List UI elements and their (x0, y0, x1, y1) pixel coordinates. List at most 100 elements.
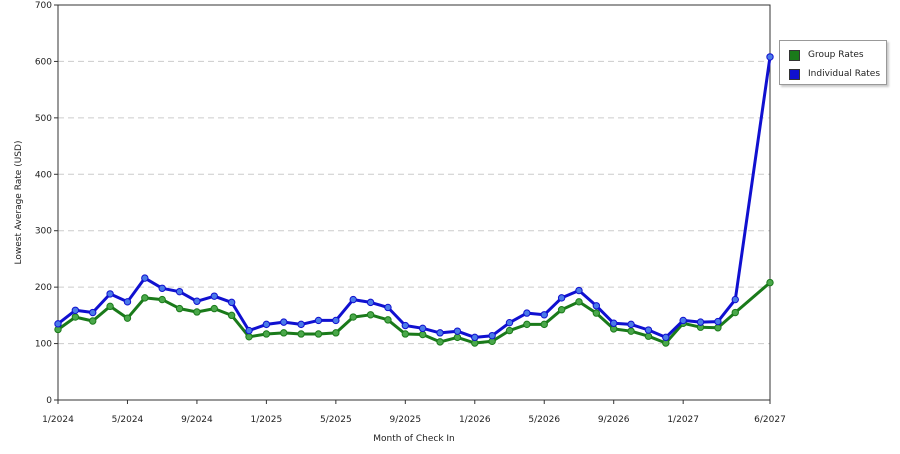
data-point-individual-rates (123, 298, 132, 306)
x-tick-label: 1/2024 (42, 415, 74, 425)
data-point-group-rates (592, 309, 601, 317)
data-point-group-rates (401, 330, 410, 338)
data-point-individual-rates (210, 292, 218, 300)
data-point-group-rates (505, 326, 514, 335)
plot-frame (57, 4, 771, 401)
data-point-individual-rates (523, 309, 531, 317)
data-point-individual-rates (314, 316, 323, 325)
data-point-group-rates (575, 298, 583, 306)
data-point-group-rates (280, 329, 288, 337)
data-point-group-rates (123, 314, 132, 322)
data-point-individual-rates (662, 333, 670, 342)
y-tick-label: 400 (35, 170, 52, 180)
y-tick-label: 100 (35, 340, 52, 350)
data-point-individual-rates (627, 320, 635, 329)
y-tick-label: 600 (35, 57, 52, 67)
data-point-individual-rates (766, 53, 774, 61)
data-point-individual-rates (280, 318, 288, 326)
data-point-group-rates (314, 330, 323, 338)
data-point-individual-rates (71, 306, 80, 314)
x-tick-label: 9/2025 (389, 415, 421, 425)
data-point-group-rates (557, 306, 566, 314)
data-point-group-rates (453, 333, 462, 342)
x-tick-label: 5/2024 (112, 415, 144, 425)
data-point-individual-rates (193, 297, 201, 305)
x-tick-label: 9/2024 (181, 415, 213, 425)
legend: Group Rates Individual Rates (779, 40, 887, 85)
legend-item-individual-rates: Individual Rates (789, 67, 880, 81)
gridlines (58, 60, 770, 345)
data-point-individual-rates (158, 284, 166, 292)
data-point-individual-rates (731, 295, 739, 304)
y-tick-label: 700 (35, 1, 52, 11)
data-point-group-rates (227, 311, 236, 320)
y-tick-label: 300 (35, 227, 52, 237)
data-point-group-rates (384, 316, 392, 324)
data-point-individual-rates (644, 326, 653, 334)
data-point-individual-rates (366, 298, 375, 307)
series-layer (54, 53, 774, 347)
legend-label-individual-rates: Individual Rates (808, 69, 881, 79)
data-point-individual-rates (696, 318, 705, 326)
data-point-group-rates (175, 304, 184, 313)
data-point-individual-rates (262, 320, 271, 329)
data-point-individual-rates (714, 317, 722, 326)
data-point-individual-rates (175, 287, 184, 296)
data-point-individual-rates (592, 302, 601, 310)
data-point-group-rates (418, 330, 427, 339)
series-line-individual-rates (57, 56, 772, 339)
data-point-individual-rates (332, 316, 340, 325)
data-point-group-rates (262, 330, 271, 338)
data-point-group-rates (71, 313, 80, 321)
data-point-individual-rates (54, 320, 62, 328)
data-point-group-rates (106, 302, 114, 311)
data-point-individual-rates (106, 290, 114, 298)
data-point-individual-rates (297, 320, 305, 329)
data-point-individual-rates (488, 331, 496, 340)
data-point-group-rates (523, 320, 531, 329)
data-point-individual-rates (679, 316, 687, 325)
data-point-individual-rates (540, 311, 548, 319)
x-tick-label: 9/2026 (598, 415, 630, 425)
data-point-group-rates (644, 332, 653, 340)
data-point-individual-rates (245, 326, 253, 335)
data-point-individual-rates (505, 318, 514, 327)
y-axis-label: Lowest Average Rate (USD) (14, 141, 24, 265)
data-point-individual-rates (436, 329, 444, 337)
data-point-individual-rates (610, 319, 618, 327)
data-point-individual-rates (557, 294, 566, 302)
data-point-group-rates (766, 278, 774, 287)
data-point-group-rates (731, 308, 739, 317)
data-point-individual-rates (349, 295, 357, 304)
data-point-group-rates (366, 311, 375, 319)
data-point-group-rates (245, 333, 253, 341)
data-point-group-rates (89, 317, 97, 325)
x-tick-label: 1/2025 (251, 415, 283, 425)
series-line-group-rates (57, 281, 771, 345)
x-tick-label: 5/2026 (528, 415, 560, 425)
data-point-individual-rates (471, 333, 479, 342)
data-point-individual-rates (401, 321, 410, 330)
x-tick-label: 1/2026 (459, 415, 491, 425)
data-point-group-rates (158, 295, 166, 304)
legend-swatch-individual-rates (789, 68, 800, 80)
data-point-group-rates (297, 330, 305, 338)
x-tick-label: 5/2025 (320, 415, 352, 425)
legend-swatch-group-rates (789, 49, 800, 61)
data-point-group-rates (193, 308, 201, 316)
data-point-individual-rates (384, 303, 392, 312)
data-point-group-rates (540, 320, 548, 329)
data-point-group-rates (349, 313, 357, 321)
data-point-individual-rates (575, 286, 583, 295)
data-point-group-rates (332, 329, 340, 337)
data-point-individual-rates (227, 298, 236, 307)
x-axis-label: Month of Check In (373, 434, 455, 444)
data-point-group-rates (141, 294, 149, 302)
data-point-group-rates (714, 324, 722, 332)
data-point-individual-rates (453, 327, 462, 335)
data-point-individual-rates (141, 274, 149, 282)
x-tick-label: 6/2027 (754, 415, 786, 425)
data-point-individual-rates (418, 324, 427, 333)
